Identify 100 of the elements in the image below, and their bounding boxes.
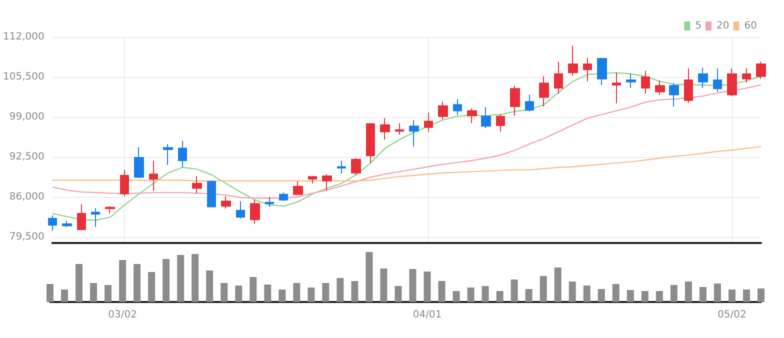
candlestick — [597, 57, 607, 86]
bar — [699, 287, 706, 302]
bar — [192, 254, 199, 302]
candlestick — [395, 122, 404, 136]
candlestick — [178, 140, 187, 168]
candlestick — [293, 181, 303, 196]
bar — [670, 285, 678, 302]
bar — [554, 268, 562, 302]
candlestick — [221, 196, 231, 210]
x-tick-label: 04/01 — [412, 310, 442, 320]
candlestick — [583, 57, 592, 82]
candlestick — [91, 207, 100, 228]
bar — [540, 276, 547, 302]
bar — [104, 285, 112, 302]
bar — [583, 286, 590, 302]
candlestick — [62, 220, 72, 228]
candlestick — [554, 61, 563, 94]
bar — [409, 269, 416, 302]
candlestick — [308, 175, 317, 184]
candlestick — [612, 72, 621, 104]
candlestick — [496, 114, 505, 132]
bar — [322, 283, 330, 302]
line-series — [52, 84, 762, 199]
bar — [61, 290, 68, 302]
bar — [293, 283, 300, 302]
bar — [134, 264, 141, 302]
bar — [438, 281, 446, 302]
candlestick — [48, 214, 57, 232]
bar — [308, 288, 315, 302]
candlestick — [380, 118, 390, 140]
candlestick — [163, 143, 173, 166]
candlestick — [337, 160, 346, 174]
y-tick-label: 105,500 — [2, 71, 44, 82]
bar — [76, 264, 83, 302]
candlestick — [539, 76, 549, 107]
bar — [496, 291, 504, 302]
candlestick — [366, 122, 375, 164]
candlestick — [698, 67, 708, 89]
candlestick — [510, 85, 520, 116]
bar — [264, 284, 272, 302]
bar — [758, 288, 764, 302]
candlestick — [727, 68, 737, 97]
bar — [394, 286, 402, 302]
bar — [510, 280, 518, 302]
bar — [684, 282, 692, 302]
candlestick — [467, 108, 477, 124]
bar — [336, 278, 344, 302]
line-series — [52, 146, 762, 182]
bar — [525, 289, 532, 302]
bar — [278, 290, 286, 302]
bar — [568, 282, 576, 302]
candlestick — [236, 200, 245, 219]
candlestick — [424, 112, 433, 132]
bar — [366, 252, 373, 302]
bar — [714, 284, 721, 302]
bar — [467, 288, 474, 302]
candlestick — [149, 160, 158, 192]
candlestick — [279, 192, 288, 202]
candlestick — [265, 196, 274, 208]
bar — [656, 291, 663, 302]
candlestick — [192, 175, 202, 194]
bar — [119, 260, 126, 302]
candlestick — [250, 199, 260, 224]
bar — [351, 281, 358, 302]
bar — [641, 291, 648, 302]
candlestick — [322, 174, 332, 191]
candlestick — [207, 180, 216, 208]
candlestick — [120, 169, 129, 197]
bar — [728, 290, 736, 302]
candlestick — [568, 45, 578, 76]
candlestick — [351, 158, 361, 176]
x-tick-label: 05/02 — [718, 310, 746, 320]
bar — [250, 277, 257, 302]
candlestick — [655, 80, 665, 96]
bar — [380, 268, 388, 302]
candlestick — [742, 68, 751, 84]
candlestick — [641, 70, 650, 94]
bar — [220, 283, 228, 302]
candlestick — [756, 61, 766, 80]
y-tick-label: 79,500 — [9, 231, 44, 242]
y-tick-label: 99,000 — [9, 111, 44, 122]
candlestick — [453, 98, 462, 116]
candlestick — [525, 94, 534, 112]
candlestick — [684, 68, 693, 104]
bar — [598, 289, 605, 302]
bar — [482, 286, 489, 302]
candlestick — [105, 206, 115, 214]
candlestick — [438, 101, 448, 120]
bar — [235, 286, 242, 302]
y-tick-label: 92,500 — [9, 151, 44, 162]
x-tick-label: 03/02 — [108, 310, 137, 320]
bar — [612, 284, 620, 302]
candlestick — [626, 73, 636, 89]
candlestick — [669, 82, 679, 107]
bar — [148, 272, 156, 302]
bar — [424, 272, 431, 302]
bar — [90, 283, 98, 302]
candlestick — [409, 120, 419, 147]
legend-label: 20 — [716, 20, 730, 32]
bar — [177, 255, 184, 302]
